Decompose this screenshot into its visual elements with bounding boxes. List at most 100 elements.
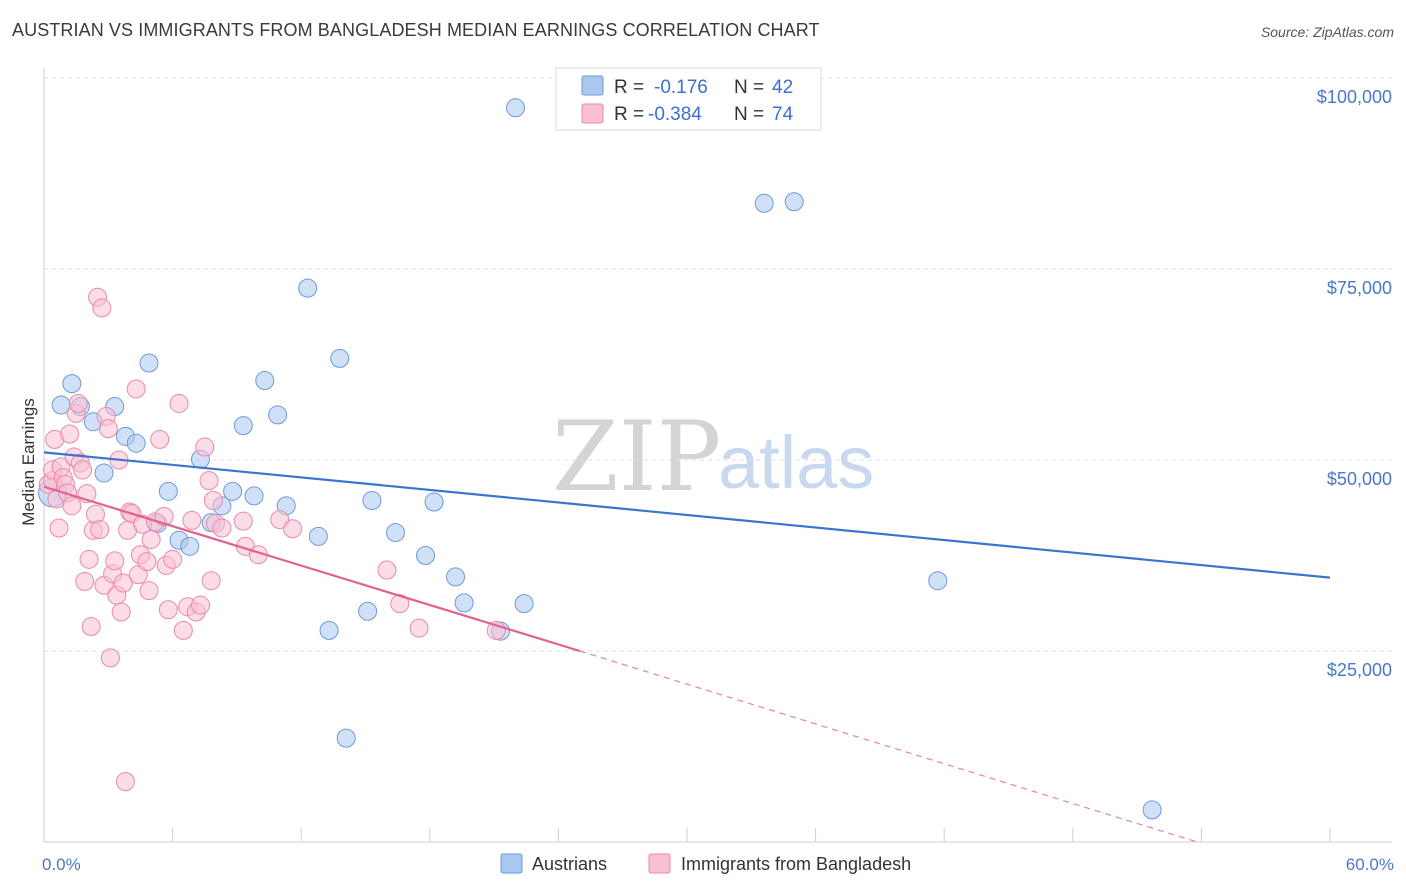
austrians-point-31 (416, 546, 436, 565)
bangladesh-point-71 (390, 594, 410, 614)
austrians-point-9 (139, 353, 159, 373)
stats-r-label-bangladesh: R = (614, 104, 644, 125)
chart-title: AUSTRIAN VS IMMIGRANTS FROM BANGLADESH M… (12, 20, 820, 40)
austrians-point-30 (386, 523, 406, 543)
bangladesh-point-61 (201, 571, 221, 591)
stats-box: R = -0.176 N = 42 R = -0.384 N = 74 (555, 67, 822, 131)
bangladesh-points (38, 287, 506, 792)
x-tick-label-max: 60.0% (1346, 855, 1394, 874)
bangladesh-point-40 (126, 379, 146, 399)
austrians-point-18 (233, 416, 253, 436)
legend-label-bangladesh: Immigrants from Bangladesh (681, 854, 911, 874)
bangladesh-trendline (43, 485, 581, 653)
watermark-atlas: atlas (718, 421, 874, 504)
austrians-point-38 (754, 193, 774, 213)
bangladesh-point-29 (100, 648, 120, 668)
bangladesh-point-25 (92, 298, 112, 318)
x-tick-label-min: 0.0% (42, 855, 81, 874)
stats-n-label-bangladesh: N = (734, 104, 764, 125)
stats-n-value-bangladesh: 74 (772, 104, 794, 125)
austrians-point-23 (298, 278, 318, 298)
austrians-point-40 (928, 571, 948, 591)
austrians-point-27 (336, 728, 356, 748)
gridlines (44, 77, 1392, 652)
bangladesh-point-69 (283, 519, 303, 539)
stats-r-value-austrians: -0.176 (654, 77, 708, 98)
bangladesh-point-51 (158, 600, 178, 620)
bangladesh-point-24 (90, 520, 110, 540)
source-credit: Source: ZipAtlas.com (1260, 24, 1394, 40)
bangladesh-point-34 (111, 602, 131, 622)
y-tick-label-25000: $25,000 (1327, 660, 1392, 680)
stats-r-value-bangladesh: -0.384 (648, 104, 702, 125)
austrians-point-39 (784, 192, 804, 212)
bangladesh-point-20 (81, 617, 101, 637)
bangladesh-trendline-extension (579, 650, 1198, 843)
bangladesh-point-28 (98, 419, 118, 439)
bangladesh-point-72 (409, 618, 429, 638)
watermark: ZIP atlas (552, 401, 874, 513)
bangladesh-point-60 (199, 471, 219, 491)
stats-r-label-austrians: R = (614, 77, 644, 98)
bangladesh-point-10 (60, 424, 80, 444)
bangladesh-point-64 (212, 518, 232, 538)
bangladesh-point-48 (150, 429, 170, 449)
bangladesh-point-44 (137, 552, 157, 572)
austrians-point-20 (255, 371, 275, 391)
bangladesh-point-31 (105, 551, 125, 571)
austrians-point-37 (506, 98, 526, 118)
bangladesh-point-58 (190, 595, 210, 615)
austrians-point-36 (514, 594, 534, 614)
y-tick-label-100000: $100,000 (1317, 87, 1392, 107)
bangladesh-point-56 (182, 510, 202, 530)
austrians-point-34 (454, 593, 474, 613)
austrians-point-13 (180, 536, 200, 556)
bangladesh-point-16 (73, 460, 93, 480)
watermark-zip: ZIP (552, 401, 721, 513)
bangladesh-point-70 (377, 560, 397, 580)
austrians-point-28 (358, 601, 378, 621)
stats-swatch-austrians (581, 75, 604, 96)
bangladesh-point-19 (79, 549, 99, 569)
bangladesh-point-53 (169, 393, 189, 413)
austrians-trendline (43, 451, 1331, 579)
austrians-point-33 (446, 567, 466, 587)
austrians-point-8 (126, 433, 146, 453)
austrians-point-41 (1142, 800, 1162, 820)
austrians-point-21 (268, 405, 288, 425)
bangladesh-point-59 (195, 437, 215, 457)
austrians-point-5 (94, 463, 114, 483)
bangladesh-point-46 (141, 529, 161, 549)
bangladesh-point-35 (113, 573, 133, 593)
y-axis-title: Median Earnings (19, 398, 38, 526)
bangladesh-point-54 (173, 620, 193, 640)
austrians-point-2 (62, 374, 82, 394)
trendlines (43, 451, 1331, 843)
austrians-point-11 (158, 481, 178, 501)
y-tick-label-75000: $75,000 (1327, 278, 1392, 298)
bangladesh-point-14 (68, 393, 88, 413)
bangladesh-point-45 (139, 581, 159, 601)
legend: Austrians Immigrants from Bangladesh (500, 853, 911, 874)
legend-label-austrians: Austrians (532, 854, 607, 874)
austrians-point-25 (319, 620, 339, 640)
bangladesh-point-68 (270, 510, 290, 530)
legend-swatch-austrians (500, 853, 523, 874)
bangladesh-point-65 (233, 511, 253, 531)
austrians-point-32 (424, 492, 444, 512)
bangladesh-point-17 (75, 571, 95, 591)
austrians-point-17 (223, 481, 243, 501)
stats-n-label-austrians: N = (734, 77, 764, 98)
bangladesh-point-11 (62, 496, 82, 516)
legend-swatch-bangladesh (648, 853, 671, 874)
bangladesh-point-5 (49, 518, 69, 538)
austrians-point-26 (330, 348, 350, 368)
austrians-point-24 (308, 526, 328, 546)
bangladesh-point-62 (203, 490, 223, 510)
stats-swatch-bangladesh (581, 103, 604, 124)
axes (43, 68, 1392, 843)
austrians-point-19 (244, 486, 264, 506)
stats-n-value-austrians: 42 (772, 77, 793, 98)
austrians-point-29 (362, 490, 382, 510)
